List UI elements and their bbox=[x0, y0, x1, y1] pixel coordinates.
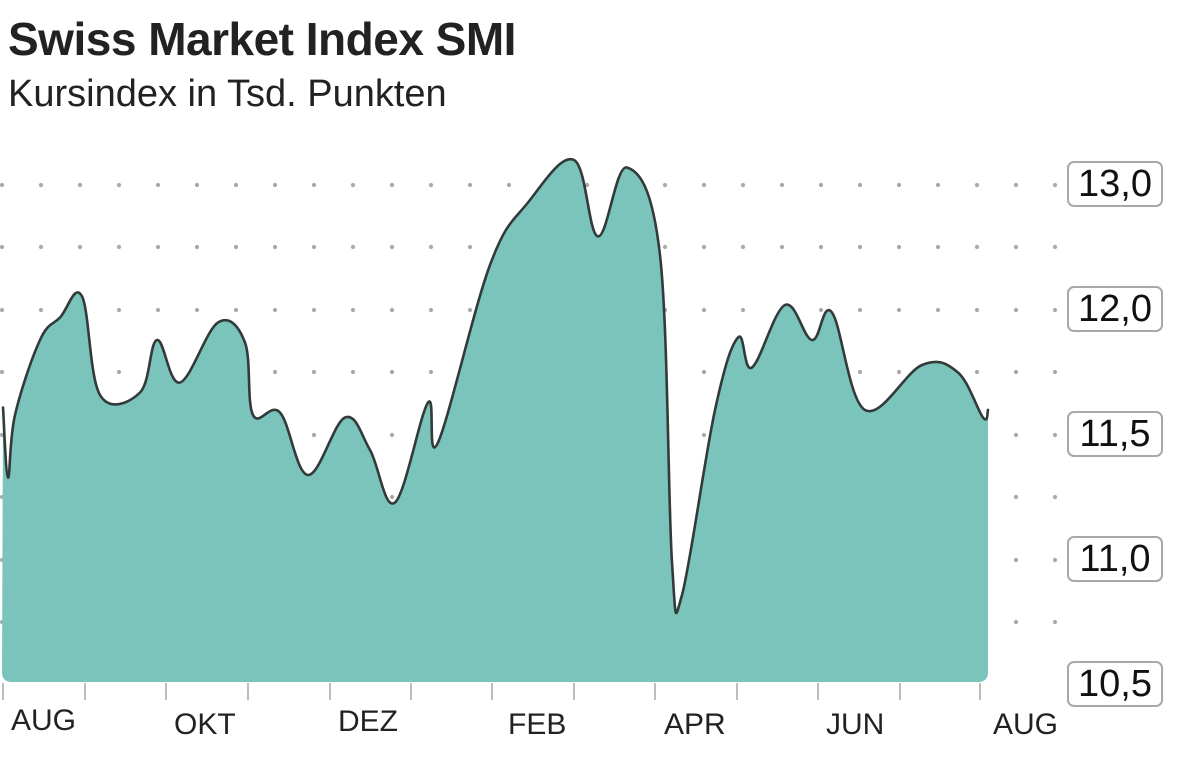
x-axis-ticks bbox=[2, 683, 981, 700]
y-axis-label-11: 11,0 bbox=[1067, 536, 1163, 582]
chart-subtitle: Kursindex in Tsd. Punkten bbox=[8, 73, 447, 115]
area-fill bbox=[2, 159, 988, 682]
x-axis-label-dez: DEZ bbox=[338, 705, 398, 738]
x-axis-label-apr: APR bbox=[664, 708, 726, 741]
y-axis-label-11-5: 11,5 bbox=[1067, 411, 1163, 457]
y-axis-label-10-5: 10,5 bbox=[1067, 661, 1163, 707]
y-axis-label-12: 12,0 bbox=[1067, 286, 1163, 332]
x-axis-label-feb: FEB bbox=[508, 708, 567, 741]
chart-title: Swiss Market Index SMI bbox=[8, 13, 516, 65]
x-axis-label-jun: JUN bbox=[826, 708, 885, 741]
y-axis-label-13: 13,0 bbox=[1067, 161, 1163, 207]
x-axis-label-okt: OKT bbox=[174, 708, 236, 741]
price-line bbox=[1, 157, 990, 615]
x-axis-label-aug: AUG bbox=[11, 704, 77, 737]
x-axis-label-aug-end: AUG bbox=[993, 708, 1059, 741]
